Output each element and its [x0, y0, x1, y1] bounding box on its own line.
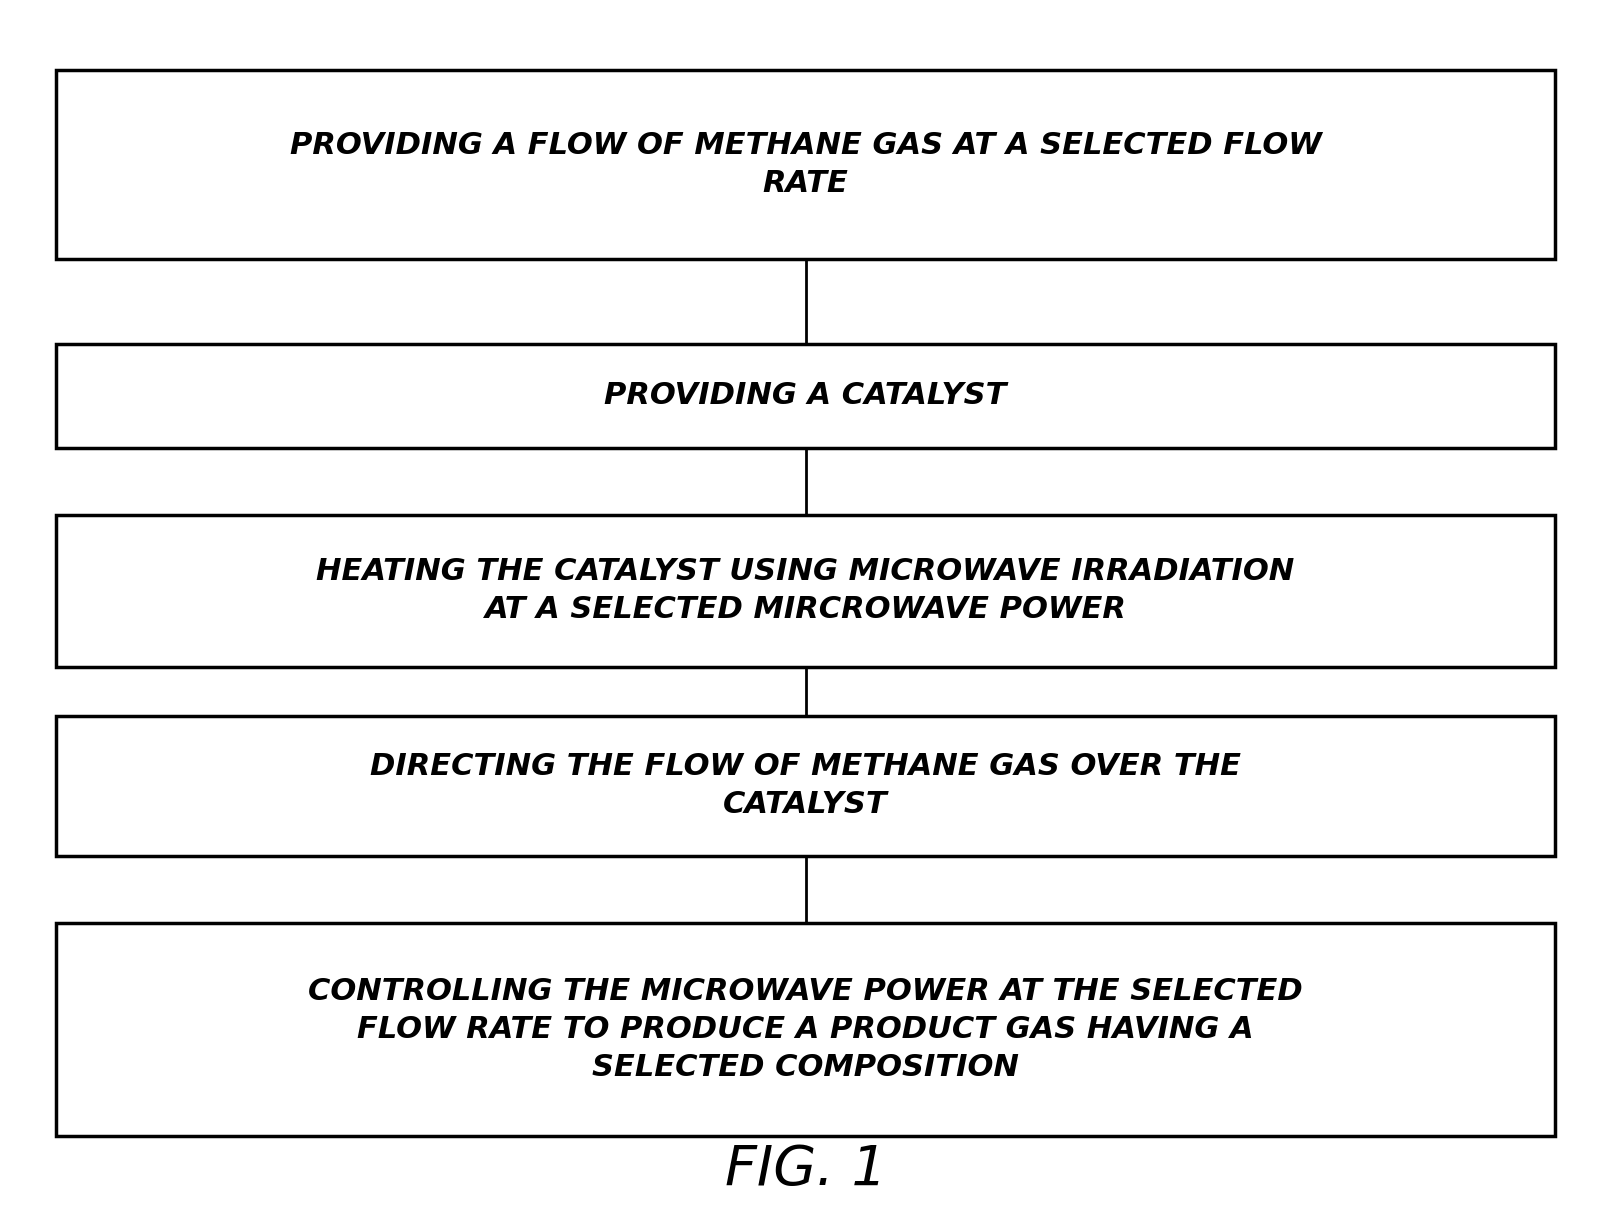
Text: DIRECTING THE FLOW OF METHANE GAS OVER THE
CATALYST: DIRECTING THE FLOW OF METHANE GAS OVER T…	[371, 752, 1240, 820]
Text: HEATING THE CATALYST USING MICROWAVE IRRADIATION
AT A SELECTED MIRCROWAVE POWER: HEATING THE CATALYST USING MICROWAVE IRR…	[316, 557, 1295, 625]
Bar	[56, 923, 1555, 1135]
Bar	[56, 514, 1555, 667]
Text: PROVIDING A CATALYST: PROVIDING A CATALYST	[604, 381, 1007, 410]
Text: PROVIDING A FLOW OF METHANE GAS AT A SELECTED FLOW
RATE: PROVIDING A FLOW OF METHANE GAS AT A SEL…	[290, 130, 1321, 199]
Bar	[56, 716, 1555, 856]
Text: CONTROLLING THE MICROWAVE POWER AT THE SELECTED
FLOW RATE TO PRODUCE A PRODUCT G: CONTROLLING THE MICROWAVE POWER AT THE S…	[308, 977, 1303, 1082]
Bar	[56, 71, 1555, 259]
Text: FIG. 1: FIG. 1	[725, 1142, 886, 1196]
Bar	[56, 343, 1555, 447]
